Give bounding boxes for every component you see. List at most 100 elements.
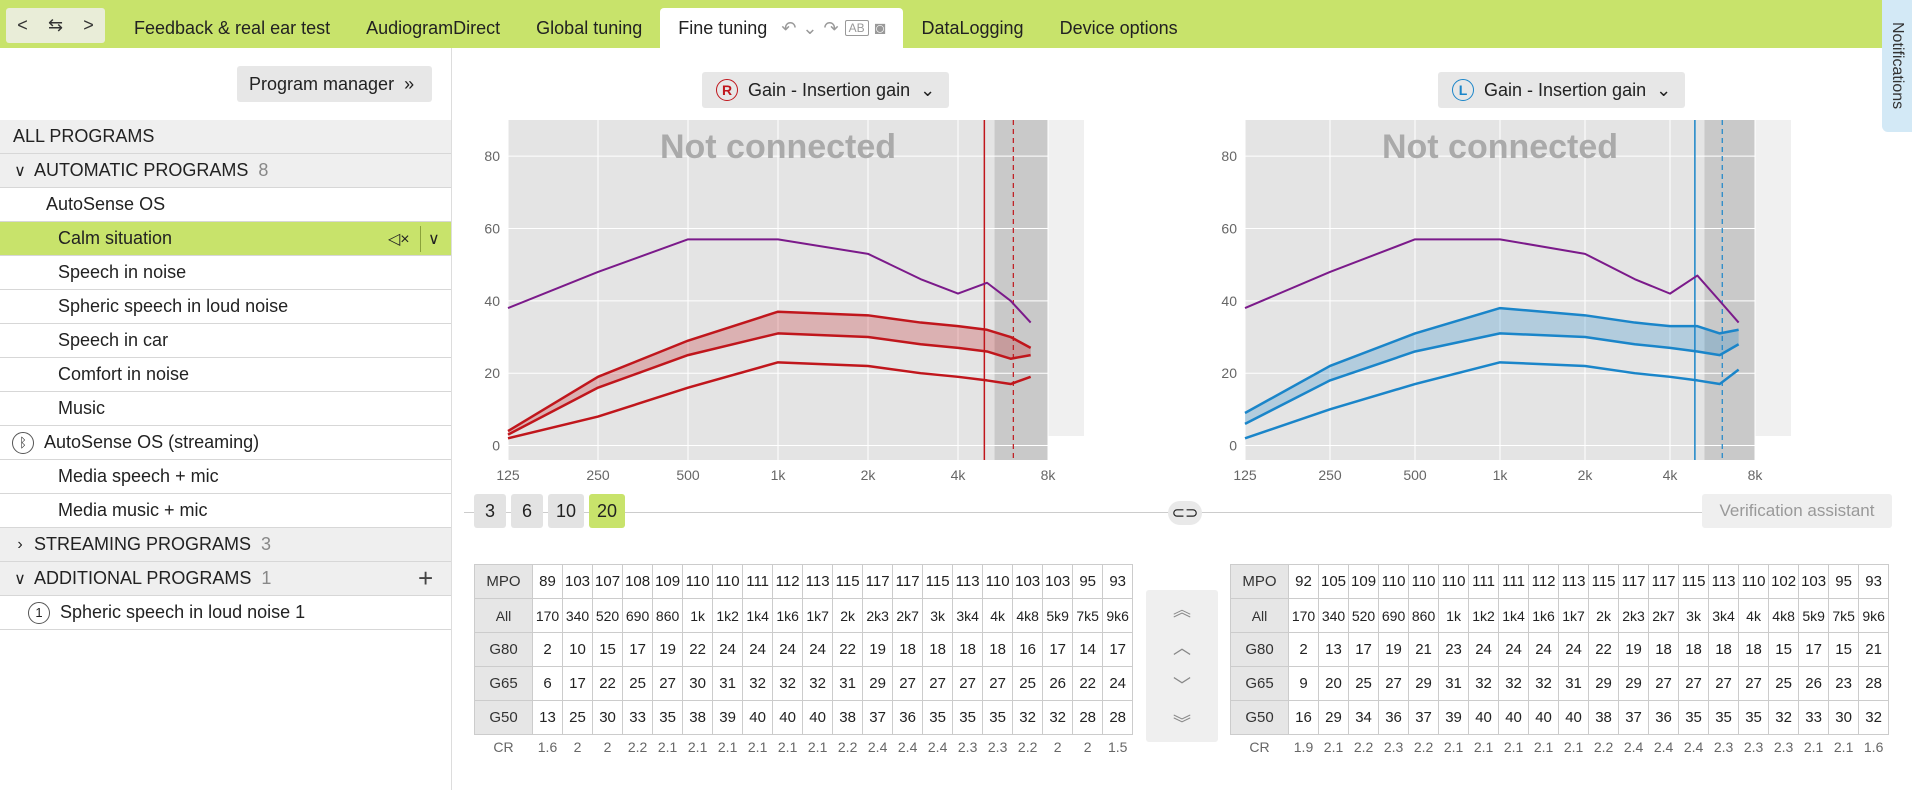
gain-cell[interactable]: 1k2	[712, 598, 744, 633]
gain-cell[interactable]: 19	[1618, 632, 1650, 667]
gain-cell[interactable]: 170	[532, 598, 563, 633]
gain-cell[interactable]: 7k5	[1072, 598, 1104, 633]
gain-cell[interactable]: 20	[1317, 666, 1350, 701]
series-line-g80[interactable]	[1244, 361, 1740, 440]
band-button-6[interactable]: 6	[511, 494, 543, 528]
double-up-icon[interactable]: ︽	[1173, 600, 1191, 620]
gain-cell[interactable]: 30	[682, 666, 714, 701]
gain-cell[interactable]: 27	[892, 666, 924, 701]
gain-cell[interactable]: 3k	[1678, 598, 1710, 633]
program-calm-situation[interactable]: Calm situation ◁× ∨	[0, 222, 451, 256]
row-label[interactable]: All	[474, 598, 533, 633]
gain-cell[interactable]: 27	[1378, 666, 1410, 701]
tab-fine-tuning[interactable]: Fine tuning ↶ ⌄ ↷ AB ◙	[660, 8, 904, 48]
gain-cell[interactable]: 115	[1678, 564, 1710, 599]
undo-icon[interactable]: ↶	[781, 17, 797, 38]
left-gain-chart[interactable]: 125 250 500 1k 2k 4k 8k 0 20 40 60 80 Not connected	[1193, 108, 1873, 528]
gain-cell[interactable]: 31	[1558, 666, 1590, 701]
gain-cell[interactable]: 1k	[1438, 598, 1470, 633]
gain-cell[interactable]: 21	[1858, 632, 1890, 667]
gain-cell[interactable]: 27	[952, 666, 984, 701]
program-comfort-in-noise[interactable]: Comfort in noise	[0, 358, 451, 392]
gain-cell[interactable]: 31	[1438, 666, 1470, 701]
program-autosense[interactable]: AutoSense OS	[0, 188, 451, 222]
gain-cell[interactable]: 16	[1288, 700, 1319, 735]
gain-cell[interactable]: 7k5	[1828, 598, 1860, 633]
gain-cell[interactable]: 93	[1102, 564, 1134, 599]
gain-cell[interactable]: 17	[1348, 632, 1380, 667]
gain-cell[interactable]: 35	[1678, 700, 1710, 735]
row-label[interactable]: MPO	[1230, 564, 1289, 599]
gain-cell[interactable]: 27	[1708, 666, 1740, 701]
back-button[interactable]: <	[17, 15, 28, 35]
gain-cell[interactable]: 109	[1348, 564, 1380, 599]
gain-cell[interactable]: 110	[682, 564, 714, 599]
gain-cell[interactable]: 32	[742, 666, 774, 701]
gain-cell[interactable]: 520	[1348, 598, 1380, 633]
row-label[interactable]: All	[1230, 598, 1289, 633]
gain-cell[interactable]: 38	[682, 700, 714, 735]
program-spheric-speech[interactable]: Spheric speech in loud noise	[0, 290, 451, 324]
gain-cell[interactable]: 1k	[682, 598, 714, 633]
gain-cell[interactable]: 30	[592, 700, 624, 735]
gain-cell[interactable]: 37	[862, 700, 894, 735]
gain-cell[interactable]: 22	[1588, 632, 1620, 667]
right-chart-dropdown[interactable]: R Gain - Insertion gain ⌄	[702, 72, 950, 108]
gain-cell[interactable]: 28	[1858, 666, 1890, 701]
gain-cell[interactable]: 30	[1828, 700, 1860, 735]
gain-cell[interactable]: 22	[1072, 666, 1104, 701]
gain-cell[interactable]: 2k7	[892, 598, 924, 633]
band-button-20[interactable]: 20	[589, 494, 626, 528]
gain-cell[interactable]: 24	[1102, 666, 1134, 701]
ab-compare-icon[interactable]: AB	[844, 20, 869, 36]
gain-cell[interactable]: 115	[832, 564, 864, 599]
gain-cell[interactable]: 33	[1798, 700, 1830, 735]
gain-cell[interactable]: 4k	[982, 598, 1014, 633]
gain-cell[interactable]: 109	[652, 564, 684, 599]
all-programs-header[interactable]: ALL PROGRAMS	[0, 120, 451, 154]
gain-cell[interactable]: 95	[1828, 564, 1860, 599]
chevron-down-icon[interactable]: ⌄	[802, 17, 818, 38]
program-manager-button[interactable]: Program manager »	[237, 66, 432, 102]
gain-cell[interactable]: 17	[1042, 632, 1074, 667]
row-label[interactable]: G65	[474, 666, 533, 701]
gain-cell[interactable]: 18	[922, 632, 954, 667]
gain-cell[interactable]: 170	[1288, 598, 1319, 633]
gain-cell[interactable]: 103	[1042, 564, 1074, 599]
gain-cell[interactable]: 1k2	[1468, 598, 1500, 633]
gain-cell[interactable]: 32	[1042, 700, 1074, 735]
series-line-mpo[interactable]	[507, 238, 1032, 324]
gain-cell[interactable]: 24	[1528, 632, 1560, 667]
gain-cell[interactable]: 13	[532, 700, 563, 735]
gain-cell[interactable]: 35	[982, 700, 1014, 735]
gain-cell[interactable]: 27	[922, 666, 954, 701]
gain-cell[interactable]: 24	[712, 632, 744, 667]
gain-cell[interactable]: 2k	[832, 598, 864, 633]
gain-cell[interactable]: 9k6	[1102, 598, 1134, 633]
forward-button[interactable]: >	[83, 15, 94, 35]
gain-cell[interactable]: 18	[892, 632, 924, 667]
gain-cell[interactable]: 103	[1798, 564, 1830, 599]
gain-cell[interactable]: 110	[982, 564, 1014, 599]
gain-cell[interactable]: 39	[1438, 700, 1470, 735]
gain-cell[interactable]: 31	[712, 666, 744, 701]
gain-cell[interactable]: 102	[1768, 564, 1800, 599]
band-button-10[interactable]: 10	[548, 494, 585, 528]
gain-cell[interactable]: 860	[1408, 598, 1440, 633]
gain-cell[interactable]: 21	[1408, 632, 1440, 667]
gain-cell[interactable]: 24	[1498, 632, 1530, 667]
gain-cell[interactable]: 31	[832, 666, 864, 701]
series-line-g65[interactable]	[1244, 332, 1740, 425]
tab-feedback[interactable]: Feedback & real ear test	[134, 17, 331, 38]
gain-cell[interactable]: 112	[772, 564, 804, 599]
gain-cell[interactable]: 1k7	[802, 598, 834, 633]
program-speech-in-car[interactable]: Speech in car	[0, 324, 451, 358]
gain-cell[interactable]: 110	[1438, 564, 1470, 599]
gain-cell[interactable]: 9	[1288, 666, 1319, 701]
gain-cell[interactable]: 25	[622, 666, 654, 701]
gain-cell[interactable]: 110	[1408, 564, 1440, 599]
gain-cell[interactable]: 2k	[1588, 598, 1620, 633]
link-sides-icon[interactable]: ⊂⊃	[1168, 501, 1202, 525]
gain-cell[interactable]: 1k6	[772, 598, 804, 633]
gain-cell[interactable]: 35	[1738, 700, 1770, 735]
